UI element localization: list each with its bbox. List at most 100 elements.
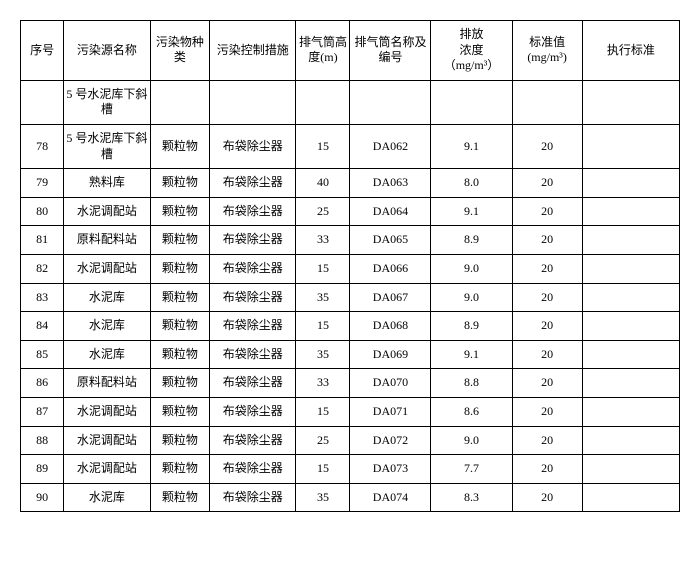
cell-height: 40 [296, 169, 350, 198]
cell-code: DA073 [350, 455, 431, 484]
table-row: 87水泥调配站颗粒物布袋除尘器15DA0718.620 [21, 397, 680, 426]
cell-code: DA063 [350, 169, 431, 198]
cell-conc: 8.0 [431, 169, 512, 198]
cell-ctrl: 布袋除尘器 [210, 169, 296, 198]
cell-type: 颗粒物 [150, 124, 209, 168]
cell-type: 颗粒物 [150, 369, 209, 398]
cell-name: 熟料库 [64, 169, 150, 198]
hdr-exec: 执行标准 [582, 21, 679, 81]
hdr-ctrl: 污染控制措施 [210, 21, 296, 81]
cell-std: 20 [512, 226, 582, 255]
cell-exec [582, 483, 679, 512]
cell-type: 颗粒物 [150, 169, 209, 198]
cell-seq: 79 [21, 169, 64, 198]
table-row: 88水泥调配站颗粒物布袋除尘器25DA0729.020 [21, 426, 680, 455]
cell-type: 颗粒物 [150, 312, 209, 341]
cell-seq: 87 [21, 397, 64, 426]
cell-height: 25 [296, 426, 350, 455]
cell-std: 20 [512, 124, 582, 168]
cell-type: 颗粒物 [150, 455, 209, 484]
table-row: 785 号水泥库下斜槽颗粒物布袋除尘器15DA0629.120 [21, 124, 680, 168]
cell-code: DA065 [350, 226, 431, 255]
cell-std: 20 [512, 483, 582, 512]
cell-conc: 8.6 [431, 397, 512, 426]
cell-code: DA067 [350, 283, 431, 312]
cell-name: 水泥调配站 [64, 254, 150, 283]
cell-type: 颗粒物 [150, 283, 209, 312]
cell-code: DA062 [350, 124, 431, 168]
cell-name: 水泥调配站 [64, 455, 150, 484]
table-row: 5 号水泥库下斜槽 [21, 80, 680, 124]
cell-height: 35 [296, 283, 350, 312]
cell-height: 35 [296, 340, 350, 369]
cell-conc: 9.1 [431, 124, 512, 168]
cell-std: 20 [512, 283, 582, 312]
cell-conc: 7.7 [431, 455, 512, 484]
cell-ctrl [210, 80, 296, 124]
cell-height: 15 [296, 397, 350, 426]
cell-type: 颗粒物 [150, 226, 209, 255]
hdr-std: 标准值 (mg/m³) [512, 21, 582, 81]
hdr-height: 排气筒高度(m) [296, 21, 350, 81]
cell-conc: 8.3 [431, 483, 512, 512]
cell-ctrl: 布袋除尘器 [210, 254, 296, 283]
hdr-conc-unit: （mg/m³） [444, 58, 500, 72]
table-row: 81原料配料站颗粒物布袋除尘器33DA0658.920 [21, 226, 680, 255]
hdr-name: 污染源名称 [64, 21, 150, 81]
cell-code: DA069 [350, 340, 431, 369]
cell-seq: 78 [21, 124, 64, 168]
cell-exec [582, 397, 679, 426]
cell-seq: 80 [21, 197, 64, 226]
table-row: 85水泥库颗粒物布袋除尘器35DA0699.120 [21, 340, 680, 369]
cell-conc: 8.8 [431, 369, 512, 398]
cell-height: 15 [296, 312, 350, 341]
cell-exec [582, 169, 679, 198]
cell-code: DA068 [350, 312, 431, 341]
cell-code: DA072 [350, 426, 431, 455]
hdr-seq: 序号 [21, 21, 64, 81]
table-row: 86原料配料站颗粒物布袋除尘器33DA0708.820 [21, 369, 680, 398]
cell-height: 15 [296, 254, 350, 283]
cell-name: 5 号水泥库下斜槽 [64, 80, 150, 124]
cell-seq: 83 [21, 283, 64, 312]
table-row: 80水泥调配站颗粒物布袋除尘器25DA0649.120 [21, 197, 680, 226]
cell-seq [21, 80, 64, 124]
cell-exec [582, 226, 679, 255]
cell-name: 水泥调配站 [64, 426, 150, 455]
cell-std: 20 [512, 426, 582, 455]
cell-conc: 8.9 [431, 226, 512, 255]
cell-type [150, 80, 209, 124]
cell-code: DA071 [350, 397, 431, 426]
cell-type: 颗粒物 [150, 340, 209, 369]
cell-exec [582, 80, 679, 124]
hdr-std-l1: 标准值 [529, 35, 565, 49]
cell-ctrl: 布袋除尘器 [210, 197, 296, 226]
cell-seq: 85 [21, 340, 64, 369]
cell-ctrl: 布袋除尘器 [210, 455, 296, 484]
cell-name: 水泥库 [64, 312, 150, 341]
hdr-code: 排气筒名称及编号 [350, 21, 431, 81]
cell-height: 25 [296, 197, 350, 226]
cell-name: 水泥库 [64, 283, 150, 312]
cell-std: 20 [512, 312, 582, 341]
cell-exec [582, 283, 679, 312]
cell-conc [431, 80, 512, 124]
cell-exec [582, 340, 679, 369]
cell-ctrl: 布袋除尘器 [210, 397, 296, 426]
cell-seq: 84 [21, 312, 64, 341]
cell-ctrl: 布袋除尘器 [210, 369, 296, 398]
hdr-type: 污染物种类 [150, 21, 209, 81]
cell-conc: 9.1 [431, 197, 512, 226]
table-row: 79熟料库颗粒物布袋除尘器40DA0638.020 [21, 169, 680, 198]
table-row: 90水泥库颗粒物布袋除尘器35DA0748.320 [21, 483, 680, 512]
cell-std: 20 [512, 397, 582, 426]
cell-type: 颗粒物 [150, 254, 209, 283]
cell-height: 33 [296, 226, 350, 255]
cell-height: 35 [296, 483, 350, 512]
cell-exec [582, 124, 679, 168]
cell-conc: 9.1 [431, 340, 512, 369]
cell-std: 20 [512, 197, 582, 226]
cell-std: 20 [512, 369, 582, 398]
cell-height: 33 [296, 369, 350, 398]
cell-ctrl: 布袋除尘器 [210, 124, 296, 168]
